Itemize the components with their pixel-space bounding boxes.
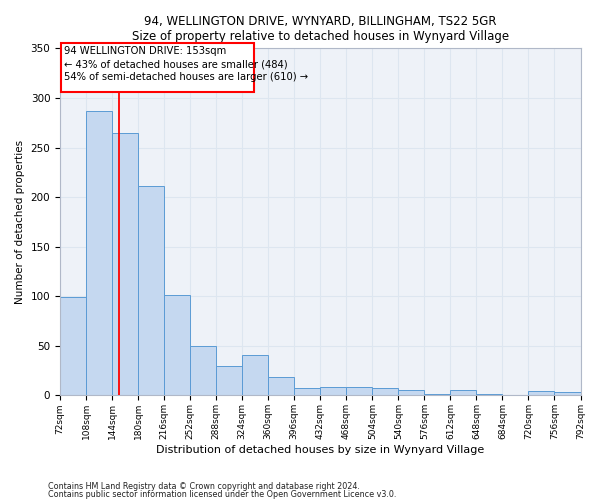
Bar bbox=[451, 390, 476, 396]
Bar bbox=[190, 346, 216, 396]
Text: ← 43% of detached houses are smaller (484): ← 43% of detached houses are smaller (48… bbox=[64, 59, 287, 69]
Bar bbox=[476, 394, 502, 396]
Y-axis label: Number of detached properties: Number of detached properties bbox=[15, 140, 25, 304]
Bar bbox=[268, 376, 294, 396]
Title: 94, WELLINGTON DRIVE, WYNYARD, BILLINGHAM, TS22 5GR
Size of property relative to: 94, WELLINGTON DRIVE, WYNYARD, BILLINGHA… bbox=[132, 15, 509, 43]
Bar bbox=[242, 355, 268, 396]
Bar bbox=[424, 394, 451, 396]
Bar bbox=[138, 186, 164, 396]
Bar bbox=[320, 388, 346, 396]
FancyBboxPatch shape bbox=[61, 44, 254, 92]
X-axis label: Distribution of detached houses by size in Wynyard Village: Distribution of detached houses by size … bbox=[156, 445, 484, 455]
Bar bbox=[529, 392, 554, 396]
Bar bbox=[554, 392, 581, 396]
Text: 54% of semi-detached houses are larger (610) →: 54% of semi-detached houses are larger (… bbox=[64, 72, 308, 82]
Bar bbox=[346, 388, 373, 396]
Bar bbox=[216, 366, 242, 396]
Bar bbox=[112, 132, 138, 396]
Text: 94 WELLINGTON DRIVE: 153sqm: 94 WELLINGTON DRIVE: 153sqm bbox=[64, 46, 226, 56]
Bar bbox=[86, 111, 112, 396]
Bar bbox=[294, 388, 320, 396]
Bar bbox=[373, 388, 398, 396]
Bar bbox=[164, 296, 190, 396]
Bar bbox=[60, 298, 86, 396]
Bar bbox=[398, 390, 424, 396]
Text: Contains HM Land Registry data © Crown copyright and database right 2024.: Contains HM Land Registry data © Crown c… bbox=[48, 482, 360, 491]
Text: Contains public sector information licensed under the Open Government Licence v3: Contains public sector information licen… bbox=[48, 490, 397, 499]
